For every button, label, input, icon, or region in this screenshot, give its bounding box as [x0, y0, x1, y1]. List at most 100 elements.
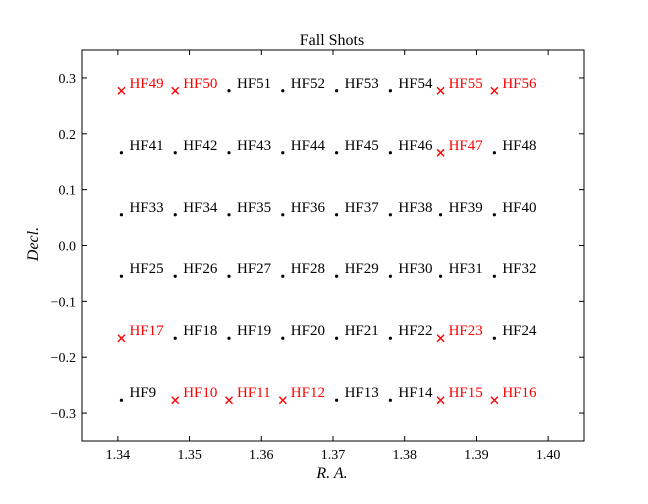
point-label: HF9	[129, 385, 156, 401]
dot-marker-point	[173, 274, 177, 278]
point-label: HF18	[183, 323, 217, 339]
y-tick-label: −0.2	[51, 351, 76, 366]
chart-title: Fall Shots	[300, 32, 364, 49]
point-label: HF20	[291, 323, 325, 339]
x-marker-point	[436, 396, 445, 405]
point-label: HF30	[398, 261, 432, 277]
y-axis-label: Decl.	[25, 227, 42, 262]
point-label: HF37	[345, 200, 380, 216]
point-label: HF23	[449, 323, 483, 339]
point-label: HF47	[449, 138, 484, 154]
dot-marker-point	[227, 213, 231, 217]
point-label: HF17	[129, 323, 164, 339]
dot-marker-point	[492, 213, 496, 217]
x-tick-label: 1.34	[106, 448, 131, 463]
dot-marker-point	[227, 274, 231, 278]
point-label: HF10	[183, 385, 217, 401]
y-tick-label: 0.0	[59, 240, 77, 255]
x-tick-label: 1.40	[536, 448, 561, 463]
point-label: HF38	[398, 200, 432, 216]
dot-marker-point	[334, 151, 339, 155]
point-label: HF15	[449, 385, 483, 401]
point-label: HF51	[237, 76, 271, 92]
point-label: HF16	[502, 385, 537, 401]
dot-marker-point	[388, 398, 392, 402]
dot-marker-point	[388, 213, 392, 217]
dot-marker-point	[334, 336, 339, 340]
plot-area: 1.34 1.35 1.36 1.37 1.38 1.39 1.40 0.3 0.2 0.1 0.0…	[51, 49, 585, 463]
point-label: HF22	[398, 323, 432, 339]
point-label: HF49	[129, 76, 163, 92]
dot-marker-point	[334, 89, 339, 93]
dot-marker-point	[173, 336, 177, 340]
dot-marker-point	[281, 151, 285, 155]
y-tick-label: 0.1	[59, 184, 77, 199]
y-tick-label: −0.3	[51, 407, 76, 422]
dot-marker-point	[334, 213, 339, 217]
dot-marker-point	[227, 151, 231, 155]
point-label: HF53	[345, 76, 379, 92]
x-marker-point	[436, 148, 445, 157]
point-label: HF12	[291, 385, 325, 401]
x-marker-point	[436, 334, 445, 343]
point-label: HF32	[502, 261, 536, 277]
point-label: HF45	[345, 138, 379, 154]
point-label: HF39	[449, 200, 483, 216]
dot-marker-point	[119, 151, 124, 155]
point-label: HF46	[398, 138, 433, 154]
point-label: HF14	[398, 385, 433, 401]
dot-marker-point	[438, 213, 443, 217]
x-marker-point	[225, 396, 234, 405]
point-label: HF35	[237, 200, 271, 216]
x-marker-point	[117, 86, 126, 95]
x-tick-label: 1.38	[392, 448, 417, 463]
dot-marker-point	[281, 213, 285, 217]
x-marker-point	[490, 396, 499, 405]
point-label: HF48	[502, 138, 536, 154]
point-label: HF13	[345, 385, 379, 401]
dot-marker-point	[227, 336, 231, 340]
dot-marker-point	[281, 89, 285, 93]
x-marker-point	[436, 86, 445, 95]
point-label: HF50	[183, 76, 217, 92]
x-tick-label: 1.39	[464, 448, 489, 463]
y-tick-label: 0.3	[59, 72, 77, 87]
dot-marker-point	[334, 398, 339, 402]
dot-marker-point	[227, 89, 231, 93]
dot-marker-point	[388, 89, 392, 93]
x-marker-point	[490, 86, 499, 95]
dot-marker-point	[281, 274, 285, 278]
point-label: HF11	[237, 385, 271, 401]
dot-marker-point	[388, 151, 392, 155]
x-tick-label: 1.37	[321, 448, 346, 463]
point-label: HF19	[237, 323, 271, 339]
point-label: HF43	[237, 138, 271, 154]
x-marker-point	[171, 396, 180, 405]
dot-marker-point	[388, 336, 392, 340]
point-label: HF25	[129, 261, 163, 277]
dot-marker-point	[334, 274, 339, 278]
point-label: HF33	[129, 200, 163, 216]
y-tick-label: 0.2	[59, 128, 77, 143]
dot-marker-point	[119, 274, 124, 278]
x-marker-point	[171, 86, 180, 95]
point-label: HF26	[183, 261, 218, 277]
point-label: HF36	[291, 200, 326, 216]
x-marker-point	[117, 334, 126, 343]
dot-marker-point	[438, 274, 443, 278]
point-label: HF42	[183, 138, 217, 154]
point-label: HF34	[183, 200, 218, 216]
point-label: HF21	[345, 323, 379, 339]
point-label: HF29	[345, 261, 379, 277]
x-tick-label: 1.35	[177, 448, 202, 463]
point-label: HF31	[449, 261, 483, 277]
dot-marker-point	[119, 398, 124, 402]
dot-marker-point	[388, 274, 392, 278]
x-tick-label: 1.36	[249, 448, 274, 463]
point-label: HF28	[291, 261, 325, 277]
dot-marker-point	[173, 151, 177, 155]
point-label: HF27	[237, 261, 272, 277]
point-label: HF44	[291, 138, 326, 154]
point-label: HF24	[502, 323, 537, 339]
